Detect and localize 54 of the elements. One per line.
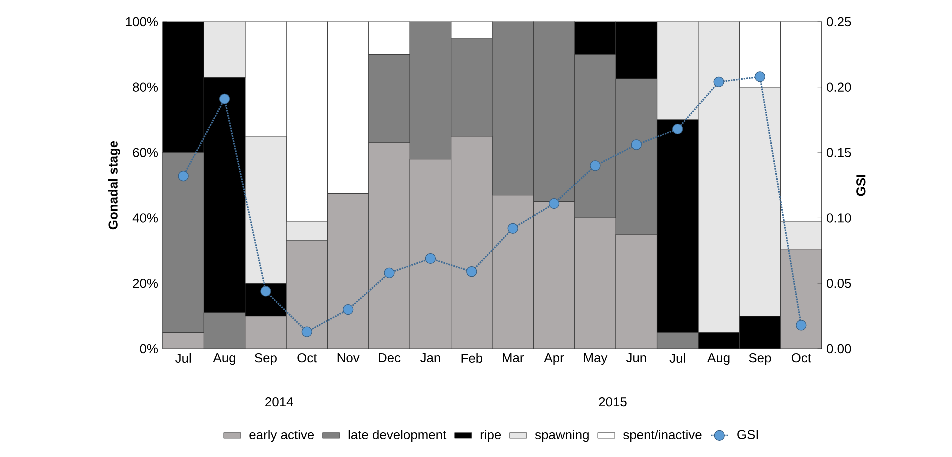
- point: [178, 171, 189, 182]
- x-tick-label: Feb: [462, 354, 483, 364]
- legend-label: spawning: [535, 430, 589, 442]
- y2-tick-label: 0.10: [827, 214, 852, 223]
- x-tick-label: Nov: [338, 354, 360, 363]
- legend-label: spent/inactive: [624, 430, 702, 442]
- point: [754, 72, 766, 82]
- point: [343, 304, 354, 316]
- point: [714, 76, 724, 88]
- y-tick-label: 0%: [140, 344, 158, 354]
- x-tick-label: Sep: [749, 354, 772, 366]
- y2-tick-label: 0.25: [827, 17, 852, 27]
- y-tick-label: 40%: [132, 214, 158, 223]
- y-tick-label: 80%: [133, 82, 158, 92]
- y2-tick-label: 0.00: [827, 344, 852, 354]
- legend-label: early active: [250, 430, 314, 442]
- x-tick-label: May: [584, 354, 608, 366]
- point: [260, 286, 272, 297]
- point: [548, 198, 560, 210]
- point: [219, 94, 230, 104]
- point: [590, 160, 601, 172]
- x-tick-label: Jun: [626, 354, 646, 363]
- x-tick-label: Jul: [670, 354, 686, 364]
- point: [302, 326, 312, 338]
- x-tick-label: Sep: [255, 354, 277, 366]
- text: 2015: [599, 398, 627, 407]
- legend-label: late development: [348, 430, 447, 442]
- x-tick-label: Jan: [420, 354, 440, 363]
- y2-tick-label: 0.05: [827, 279, 852, 288]
- point: [466, 266, 478, 278]
- point: [631, 140, 642, 150]
- point: [508, 223, 518, 234]
- x-tick-label: Aug: [213, 354, 236, 366]
- point: [384, 268, 395, 278]
- point: [672, 124, 684, 135]
- y2-axis-title: GSI: [856, 175, 866, 196]
- y2-tick-label: 0.15: [827, 148, 852, 158]
- text: 2014: [266, 398, 294, 407]
- x-tick-label: Aug: [708, 354, 730, 366]
- y-tick-label: 20%: [133, 279, 158, 288]
- x-tick-label: Jul: [176, 354, 192, 364]
- point: [796, 320, 807, 331]
- y-tick-label: 100%: [126, 17, 158, 27]
- y-axis-title: Gonadal stage: [108, 141, 121, 230]
- legend-label: GSI: [738, 430, 758, 440]
- x-tick-label: Oct: [792, 354, 812, 363]
- point: [425, 253, 436, 264]
- legend-label: ripe: [480, 430, 502, 442]
- x-tick-label: Dec: [379, 354, 401, 363]
- x-tick-label: Mar: [503, 354, 524, 363]
- y-tick-label: 60%: [133, 148, 158, 158]
- x-tick-label: Apr: [544, 354, 564, 366]
- y2-tick-label: 0.20: [827, 82, 852, 92]
- x-tick-label: Oct: [298, 354, 318, 363]
